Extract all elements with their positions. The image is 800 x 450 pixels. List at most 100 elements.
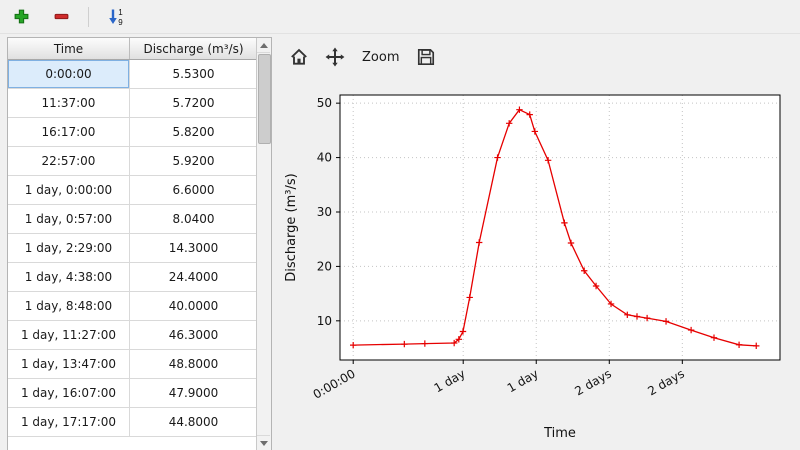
- table-row[interactable]: 1 day, 11:27:00 46.3000: [8, 320, 256, 350]
- data-point-marker: [624, 311, 631, 319]
- add-row-button[interactable]: [8, 4, 34, 30]
- arrow-up-icon: [259, 42, 268, 48]
- move-icon: [325, 47, 345, 67]
- y-tick-label: 20: [317, 259, 332, 273]
- table-cell-time[interactable]: 0:00:00: [8, 59, 130, 89]
- table-row[interactable]: 0:00:00 5.5300: [8, 59, 256, 89]
- x-axis-label: Time: [543, 426, 576, 441]
- y-tick-label: 40: [317, 151, 332, 165]
- arrow-down-icon: [259, 440, 268, 446]
- svg-text:1: 1: [118, 8, 123, 17]
- table-grid: Time Discharge (m³/s) 0:00:00 5.5300 11:37…: [8, 38, 256, 450]
- data-point-marker: [466, 294, 473, 301]
- table-cell-discharge[interactable]: 5.7200: [129, 88, 256, 118]
- x-tick-label: 2 days: [645, 366, 686, 398]
- column-header-time[interactable]: Time: [8, 38, 130, 60]
- table-row[interactable]: 1 day, 0:00:00 6.6000: [8, 175, 256, 205]
- save-button[interactable]: [411, 43, 441, 71]
- data-point-marker: [561, 219, 568, 227]
- data-point-marker: [526, 111, 533, 118]
- chart-toolbar: Zoom: [284, 42, 441, 72]
- table-cell-discharge[interactable]: 8.0400: [129, 204, 256, 234]
- table-row[interactable]: 1 day, 16:07:00 47.9000: [8, 378, 256, 408]
- table-cell-time[interactable]: 16:17:00: [8, 117, 130, 147]
- table-cell-time[interactable]: 1 day, 2:29:00: [8, 233, 130, 263]
- chart-panel: Zoom 10 20 30 40 50 0:00:00 1 day 1 day 2 days 2 …: [280, 36, 800, 450]
- table-row[interactable]: 16:17:00 5.8200: [8, 117, 256, 147]
- y-tick-label: 30: [317, 205, 332, 219]
- column-header-discharge[interactable]: Discharge (m³/s): [129, 38, 256, 60]
- table-cell-discharge[interactable]: 46.3000: [129, 320, 256, 350]
- data-point-marker: [505, 120, 513, 127]
- table-cell-time[interactable]: 1 day, 4:38:00: [8, 262, 130, 292]
- table-row[interactable]: 1 day, 13:47:00 48.8000: [8, 349, 256, 379]
- table-cell-discharge[interactable]: 44.8000: [129, 407, 256, 437]
- y-axis-label: Discharge (m³/s): [284, 173, 299, 281]
- y-tick-label: 10: [317, 314, 332, 328]
- table-cell-time[interactable]: 1 day, 17:17:00: [8, 407, 130, 437]
- sort-rows-button[interactable]: 1 9: [103, 4, 129, 30]
- save-icon: [418, 48, 435, 66]
- main-toolbar: 1 9: [0, 0, 800, 34]
- data-point-marker: [475, 239, 483, 246]
- data-point-marker: [450, 339, 458, 347]
- table-cell-discharge[interactable]: 24.4000: [129, 262, 256, 292]
- table-cell-discharge[interactable]: 47.9000: [129, 378, 256, 408]
- discharge-chart[interactable]: 10 20 30 40 50 0:00:00 1 day 1 day 2 days 2 days T…: [280, 80, 800, 450]
- data-point-marker: [494, 154, 501, 161]
- data-point-marker: [544, 157, 552, 164]
- table-cell-time[interactable]: 22:57:00: [8, 146, 130, 176]
- table-cell-discharge[interactable]: 5.9200: [129, 146, 256, 176]
- table-cell-time[interactable]: 1 day, 8:48:00: [8, 291, 130, 321]
- plot-frame: [339, 94, 781, 361]
- table-cell-time[interactable]: 1 day, 0:00:00: [8, 175, 130, 205]
- data-point-marker: [633, 313, 641, 320]
- plus-icon: [14, 9, 28, 24]
- table-cell-discharge[interactable]: 14.3000: [129, 233, 256, 263]
- data-point-marker: [516, 106, 523, 113]
- zoom-button[interactable]: Zoom: [356, 43, 405, 71]
- table-row[interactable]: 1 day, 17:17:00 44.8000: [8, 407, 256, 437]
- plot-background: [340, 95, 780, 360]
- table-cell-time[interactable]: 1 day, 16:07:00: [8, 378, 130, 408]
- table-cell-discharge[interactable]: 5.5300: [129, 59, 256, 89]
- remove-row-button[interactable]: [48, 4, 74, 30]
- table-cell-time[interactable]: 1 day, 11:27:00: [8, 320, 130, 350]
- scrollbar-thumb[interactable]: [258, 54, 271, 144]
- x-tick-label: 1 day: [505, 366, 541, 395]
- data-point-marker: [459, 328, 467, 335]
- home-icon: [291, 48, 307, 65]
- table-row[interactable]: 1 day, 2:29:00 14.3000: [8, 233, 256, 263]
- y-tick-label: 50: [317, 96, 332, 110]
- table-cell-time[interactable]: 1 day, 0:57:00: [8, 204, 130, 234]
- data-point-marker: [592, 282, 600, 290]
- x-tick-label: 2 days: [572, 366, 613, 398]
- table-row[interactable]: 1 day, 8:48:00 40.0000: [8, 291, 256, 321]
- data-point-marker: [531, 128, 539, 135]
- scroll-up-button[interactable]: [257, 38, 270, 53]
- data-point-marker: [455, 336, 462, 343]
- data-point-marker: [581, 267, 588, 274]
- table-cell-discharge[interactable]: 40.0000: [129, 291, 256, 321]
- table-cell-time[interactable]: 11:37:00: [8, 88, 130, 118]
- table-cell-discharge[interactable]: 48.8000: [129, 349, 256, 379]
- table-row[interactable]: 22:57:00 5.9200: [8, 146, 256, 176]
- data-point-marker: [662, 318, 670, 325]
- table-scrollbar[interactable]: [256, 38, 271, 450]
- data-point-marker: [401, 340, 408, 348]
- table-row[interactable]: 1 day, 0:57:00 8.0400: [8, 204, 256, 234]
- x-tick-label: 0:00:00: [311, 366, 358, 401]
- table-cell-time[interactable]: 1 day, 13:47:00: [8, 349, 130, 379]
- home-button[interactable]: [284, 43, 314, 71]
- data-point-marker: [643, 314, 651, 322]
- pan-button[interactable]: [320, 43, 350, 71]
- data-point-marker: [421, 340, 429, 347]
- table-row[interactable]: 11:37:00 5.7200: [8, 88, 256, 118]
- table-row[interactable]: 1 day, 4:38:00 24.4000: [8, 262, 256, 292]
- scroll-down-button[interactable]: [257, 435, 270, 450]
- data-point-marker: [350, 341, 357, 349]
- time-series-table: Time Discharge (m³/s) 0:00:00 5.5300 11:37…: [7, 37, 272, 450]
- data-point-marker: [753, 342, 760, 350]
- table-cell-discharge[interactable]: 5.8200: [129, 117, 256, 147]
- table-cell-discharge[interactable]: 6.6000: [129, 175, 256, 205]
